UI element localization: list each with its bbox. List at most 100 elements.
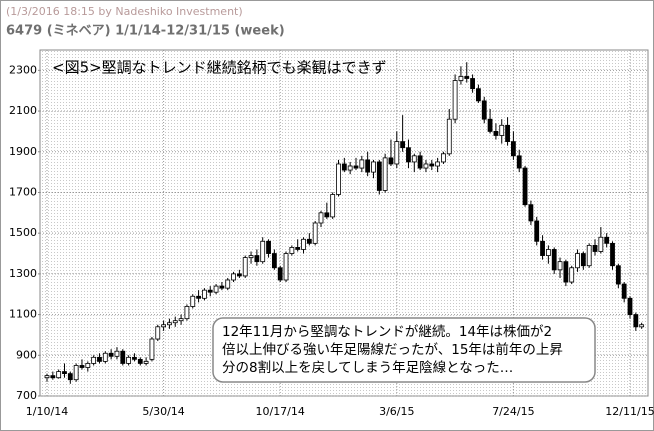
x-tick-label: 3/6/15 (379, 405, 414, 418)
candle-body (499, 124, 505, 136)
candle-body (97, 356, 102, 362)
candle-body (563, 261, 569, 283)
candle-body (73, 365, 79, 381)
candle-body (481, 100, 487, 120)
candle-body (592, 244, 598, 252)
candle-body (126, 356, 132, 364)
candle-body (394, 141, 400, 165)
candle-body (388, 157, 394, 165)
candle-body (371, 161, 376, 173)
candle-body (505, 124, 510, 142)
candle-body (598, 236, 604, 252)
candle-body (312, 222, 318, 244)
candle-body (277, 267, 283, 281)
annotation-line: 分の8割以上を戻してしまう年足陰線となった… (222, 359, 513, 376)
x-tick-label: 10/17/14 (255, 405, 304, 418)
candle-body (516, 155, 522, 169)
y-tick-label: 900 (16, 348, 37, 361)
candle-body (476, 88, 481, 102)
candle-body (62, 371, 67, 375)
y-tick-label: 700 (16, 389, 37, 402)
candle-body (464, 76, 470, 79)
candle-body (254, 255, 260, 263)
candle-body (347, 165, 353, 171)
y-tick-label: 1300 (9, 267, 37, 280)
candle-body (248, 255, 254, 259)
candle-body (289, 247, 295, 254)
stamp: (1/3/2016 18:15 by Nadeshiko Investment) (6, 5, 243, 18)
y-tick-label: 1900 (9, 145, 37, 158)
candle-body (120, 350, 126, 364)
candle-body (202, 289, 207, 299)
candle-body (79, 365, 85, 368)
candle-body (44, 375, 50, 379)
candle-body (330, 194, 336, 218)
candle-body (213, 285, 219, 293)
candle-body (283, 253, 289, 281)
x-tick-label: 5/30/14 (142, 405, 184, 418)
chart-title: <図5>堅調なトレンド継続銘柄でも楽観はできず (52, 59, 387, 77)
y-tick-label: 1100 (9, 308, 37, 321)
candle-body (423, 163, 429, 169)
candle-body (295, 247, 301, 250)
candle-body (365, 159, 371, 173)
candle-body (406, 147, 411, 163)
candle-body (225, 279, 231, 289)
candle-body (621, 283, 627, 299)
candle-body (172, 320, 178, 324)
x-tick-label: 1/10/14 (26, 405, 68, 418)
candle-body (91, 356, 97, 364)
candle-body (102, 352, 108, 362)
y-tick-label: 2300 (9, 63, 37, 76)
candle-body (382, 157, 388, 191)
candle-body (114, 350, 120, 357)
candle-body (143, 360, 149, 364)
candle-body (435, 161, 441, 167)
candle-body (493, 131, 499, 136)
candle-body (196, 295, 201, 299)
candle-body (271, 253, 277, 269)
annotation-line: 12年11月から堅調なトレンドが継続。14年は株価が2 (222, 324, 552, 340)
candle-body (586, 244, 592, 267)
candle-body (85, 363, 91, 368)
y-tick-label: 1500 (9, 226, 37, 239)
y-tick-label: 2100 (9, 104, 37, 117)
candle-body (341, 163, 347, 171)
candle-body (260, 240, 266, 263)
candle-body (639, 324, 645, 328)
candle-body (534, 220, 540, 242)
candle-body (67, 373, 73, 381)
candle-body (306, 238, 312, 244)
candle-body (604, 236, 610, 244)
candle-body (336, 163, 341, 195)
subtitle: 6479 (ミネベア) 1/1/14-12/31/15 (week) (6, 24, 285, 39)
annotation-box (212, 317, 596, 383)
candle-body (56, 371, 62, 379)
candle-body (324, 212, 330, 218)
candle-body (429, 163, 435, 167)
candle-body (610, 242, 615, 267)
candle-body (569, 267, 575, 283)
candle-body (167, 322, 172, 326)
annotation-line: 倍以上伸びる強い年足陽線だったが、15年は前年の上昇 (222, 341, 563, 358)
candle-body (219, 285, 225, 289)
candle-body (161, 324, 167, 328)
candle-body (190, 295, 196, 307)
candle-body (633, 314, 639, 328)
candle-body (155, 326, 161, 340)
candle-body (207, 289, 213, 293)
candle-body (615, 265, 621, 285)
candle-body (376, 161, 382, 191)
candle-body (400, 141, 406, 149)
candle-body (178, 318, 184, 322)
candle-body (458, 76, 464, 81)
candle-body (528, 204, 534, 222)
candle-body (149, 338, 155, 360)
x-tick-label: 12/11/15 (605, 405, 654, 418)
candle-body (108, 352, 114, 357)
candle-body (301, 238, 306, 250)
candle-body (242, 257, 248, 277)
candle-body (137, 358, 143, 364)
candle-body (359, 159, 365, 169)
